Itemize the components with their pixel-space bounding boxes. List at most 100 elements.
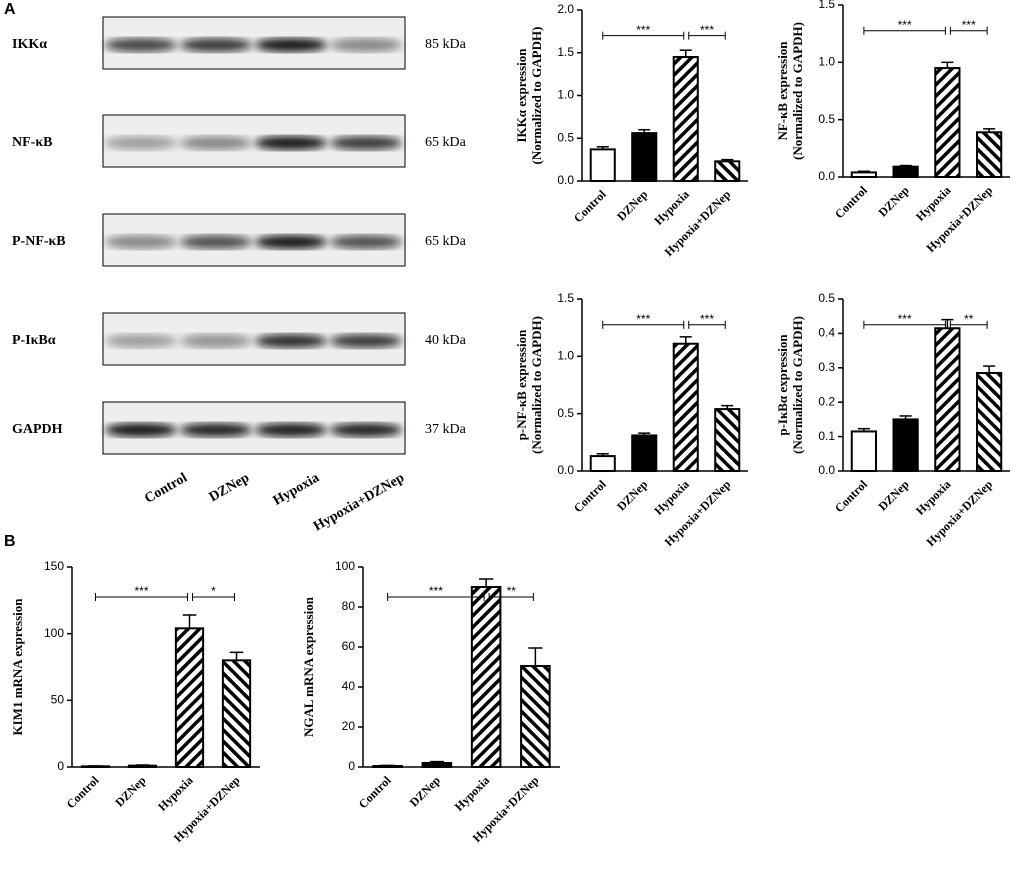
y-axis-label: (Normalized to GAPDH) [790,316,805,454]
bar [892,165,919,178]
protein-label: IKKα [12,37,47,52]
size-label: 85 kDa [425,37,467,52]
y-tick-label: 1.0 [557,88,574,102]
blot-band [330,136,402,150]
lane-label: DZNep [207,470,252,505]
protein-label: P-NF-κB [12,234,66,249]
y-tick-label: 0.2 [818,394,835,408]
bar [976,131,1003,178]
y-tick-label: 1.0 [818,55,835,69]
panel-label: A [4,1,16,18]
x-tick-label: Control [356,773,394,811]
blot-band [330,38,402,52]
y-axis-label: (Normalized to GAPDH) [529,27,544,165]
blot-band [105,334,177,348]
x-tick-label: Hypoxia [651,477,692,518]
y-axis-label: p-NF-κB expression [514,329,529,440]
blot-band [180,235,252,249]
y-axis-label: (Normalized to GAPDH) [790,22,805,160]
y-tick-label: 20 [342,719,356,733]
bar [589,148,616,183]
x-tick-label: Control [832,183,870,221]
bar [934,327,961,472]
y-tick-label: 0.0 [557,173,574,187]
y-tick-label: 0 [57,759,64,773]
size-label: 40 kDa [425,333,467,348]
y-axis-label: NF-κB expression [775,41,790,141]
y-tick-label: 100 [335,559,355,573]
size-label: 65 kDa [425,234,467,249]
y-tick-label: 0.0 [818,463,835,477]
sig-label: *** [134,584,148,598]
x-tick-label: Hypoxia [155,773,196,814]
y-tick-label: 60 [342,639,356,653]
sig-label: *** [429,584,443,598]
y-tick-label: 100 [44,626,64,640]
blot-band [180,136,252,150]
blot-band [180,38,252,52]
y-tick-label: 0.3 [818,360,835,374]
blot-band [105,235,177,249]
x-tick-label: Control [571,477,609,515]
bar [672,342,699,472]
y-axis-label: (Normalized to GAPDH) [529,316,544,454]
sig-label: *** [700,23,714,37]
x-tick-label: DZNep [614,477,651,514]
sig-label: ** [507,584,517,598]
y-tick-label: 40 [342,679,356,693]
lane-label: Hypoxia+DZNep [311,470,407,534]
x-tick-label: DZNep [112,773,149,810]
blot-band [330,334,402,348]
y-axis-label: p-IκBα expression [775,334,790,436]
y-tick-label: 0 [348,759,355,773]
bar [934,67,961,178]
bar [631,132,658,182]
y-tick-label: 1.0 [557,349,574,363]
y-tick-label: 80 [342,599,356,613]
bar [976,371,1003,472]
sig-label: *** [636,312,650,326]
x-tick-label: Control [64,773,102,811]
sig-label: *** [898,18,912,32]
y-tick-label: 1.5 [557,291,574,305]
blot-band [255,136,327,150]
blot-band [330,423,402,437]
sig-label: *** [962,18,976,32]
x-tick-label: Control [832,477,870,515]
bar [421,762,453,768]
y-axis-label: NGAL mRNA expression [301,596,316,737]
y-tick-label: 0.5 [818,112,835,126]
x-tick-label: Hypoxia [452,773,493,814]
y-tick-label: 150 [44,559,64,573]
bar [174,627,205,768]
size-label: 37 kDa [425,422,467,437]
sig-label: ** [964,312,974,326]
x-tick-label: DZNep [875,183,912,220]
y-tick-label: 2.0 [557,2,574,16]
bar [372,765,403,768]
y-tick-label: 0.0 [557,463,574,477]
panel-label: B [4,533,16,550]
blot-band [105,136,177,150]
x-tick-label: DZNep [614,187,651,224]
protein-label: GAPDH [12,422,63,437]
x-tick-label: Control [571,187,609,225]
lane-label: Hypoxia [271,470,322,508]
protein-label: NF-κB [12,135,52,150]
x-tick-label: DZNep [407,773,444,810]
blot-band [105,423,177,437]
blot-band [105,38,177,52]
bar [892,418,919,472]
x-tick-label: Hypoxia [913,477,954,518]
bar [672,56,699,182]
bar [520,665,551,768]
y-tick-label: 0.5 [818,291,835,305]
blot-band [255,235,327,249]
blot-band [255,334,327,348]
blot-band [255,423,327,437]
bar [850,430,877,473]
x-tick-label: Hypoxia [651,187,692,228]
y-tick-label: 0.5 [557,130,574,144]
y-tick-label: 50 [51,693,65,707]
blot-band [180,334,252,348]
